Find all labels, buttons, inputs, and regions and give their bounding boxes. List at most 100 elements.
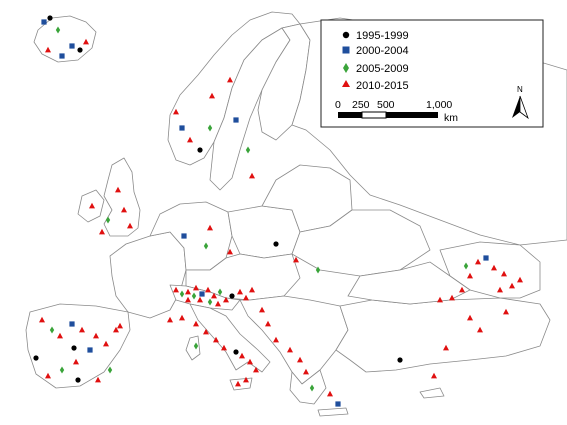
- country-france: [109, 231, 187, 319]
- observation-marker-diamond: [217, 288, 223, 296]
- observation-marker-triangle: [167, 316, 173, 323]
- observation-marker-circle: [397, 357, 403, 363]
- scale-tick-1000: 1,000: [426, 99, 452, 111]
- observation-marker-triangle: [253, 366, 259, 373]
- observation-marker-circle: [77, 47, 83, 53]
- observation-marker-triangle: [83, 38, 89, 45]
- observation-marker-triangle: [45, 46, 51, 53]
- observation-marker-square: [59, 53, 65, 59]
- north-label: N: [517, 85, 523, 94]
- country-germany-benelux: [149, 201, 233, 271]
- country-italy: [189, 303, 271, 373]
- observation-marker-triangle: [293, 256, 299, 263]
- observation-marker-circle: [273, 241, 279, 247]
- country-poland: [227, 205, 301, 259]
- observation-marker-square: [233, 117, 239, 123]
- observation-marker-triangle: [297, 356, 303, 363]
- legend-frame: [320, 19, 544, 128]
- observation-marker-triangle: [243, 376, 249, 383]
- observation-marker-triangle: [235, 380, 241, 387]
- observation-marker-diamond: [191, 292, 197, 300]
- observation-marker-triangle: [95, 376, 101, 383]
- island-cyprus: [419, 387, 445, 399]
- island-sicily: [229, 377, 253, 391]
- observation-marker-square: [335, 401, 341, 407]
- observation-marker-square: [69, 321, 75, 327]
- observation-marker-triangle: [467, 272, 473, 279]
- legend-label-3: 2005-2009: [356, 63, 409, 75]
- observation-marker-triangle: [303, 368, 309, 375]
- observation-marker-triangle: [243, 294, 249, 301]
- observation-marker-triangle: [327, 390, 333, 397]
- observation-marker-square: [179, 125, 185, 131]
- observation-marker-triangle: [497, 286, 503, 293]
- observation-marker-triangle: [221, 344, 227, 351]
- observation-marker-circle: [75, 377, 81, 383]
- country-baltics-belarus: [261, 164, 353, 233]
- observation-marker-triangle: [273, 336, 279, 343]
- observation-marker-triangle: [57, 332, 63, 339]
- observation-marker-triangle: [193, 284, 199, 291]
- observation-marker-triangle: [475, 258, 481, 265]
- observation-marker-triangle: [517, 276, 523, 283]
- observation-marker-circle: [229, 293, 235, 299]
- observation-marker-diamond: [315, 266, 321, 274]
- observation-marker-triangle: [503, 308, 509, 315]
- observation-marker-triangle: [249, 286, 255, 293]
- observation-marker-triangle: [247, 358, 253, 365]
- observation-marker-triangle: [127, 222, 133, 229]
- observation-marker-diamond: [55, 26, 61, 34]
- observation-marker-diamond: [203, 242, 209, 250]
- observation-marker-triangle: [209, 92, 215, 99]
- observation-marker-triangle: [193, 320, 199, 327]
- observation-marker-triangle: [115, 186, 121, 193]
- observation-marker-triangle: [491, 264, 497, 271]
- observation-marker-triangle: [213, 336, 219, 343]
- country-ukraine: [291, 209, 431, 277]
- observation-marker-triangle: [443, 344, 449, 351]
- country-great-britain: [103, 157, 141, 237]
- observation-marker-diamond: [105, 216, 111, 224]
- legend-label-2: 2000-2004: [356, 45, 409, 57]
- observation-marker-circle: [71, 345, 77, 351]
- observation-marker-triangle: [73, 358, 79, 365]
- observation-marker-triangle: [173, 286, 179, 293]
- observation-marker-triangle: [467, 314, 473, 321]
- country-balkans: [239, 295, 349, 385]
- observation-marker-triangle: [203, 328, 209, 335]
- country-spain-portugal: [25, 303, 131, 389]
- observation-marker-triangle: [93, 332, 99, 339]
- observation-marker-triangle: [265, 320, 271, 327]
- observation-marker-diamond: [107, 366, 113, 374]
- observation-marker-circle: [47, 15, 53, 21]
- country-turkey: [335, 297, 551, 373]
- observation-marker-diamond: [179, 290, 185, 298]
- observation-marker-square: [181, 233, 187, 239]
- scale-unit: km: [444, 112, 458, 124]
- observation-marker-diamond: [309, 384, 315, 392]
- observation-marker-triangle: [215, 300, 221, 307]
- scale-tick-500: 500: [377, 99, 395, 111]
- observation-marker-triangle: [501, 270, 507, 277]
- observation-marker-triangle: [237, 288, 243, 295]
- observation-marker-triangle: [509, 282, 515, 289]
- observation-marker-square: [483, 255, 489, 261]
- observation-marker-diamond: [245, 146, 251, 154]
- legend-symbol-diamond: [343, 63, 349, 73]
- observation-marker-triangle: [197, 296, 203, 303]
- observation-marker-triangle: [249, 172, 255, 179]
- observation-marker-triangle: [89, 202, 95, 209]
- observation-marker-diamond: [207, 124, 213, 132]
- observation-marker-diamond: [59, 366, 65, 374]
- country-greece: [289, 369, 327, 405]
- legend-symbol-square: [342, 46, 350, 54]
- island-sardinia: [185, 335, 201, 361]
- observation-marker-triangle: [185, 296, 191, 303]
- observation-marker-triangle: [477, 326, 483, 333]
- observation-marker-diamond: [49, 326, 55, 334]
- observation-marker-triangle: [113, 326, 119, 333]
- observation-marker-square: [199, 291, 205, 297]
- observation-marker-triangle: [223, 296, 229, 303]
- legend-symbol-triangle: [342, 80, 350, 87]
- observation-marker-square: [41, 19, 47, 25]
